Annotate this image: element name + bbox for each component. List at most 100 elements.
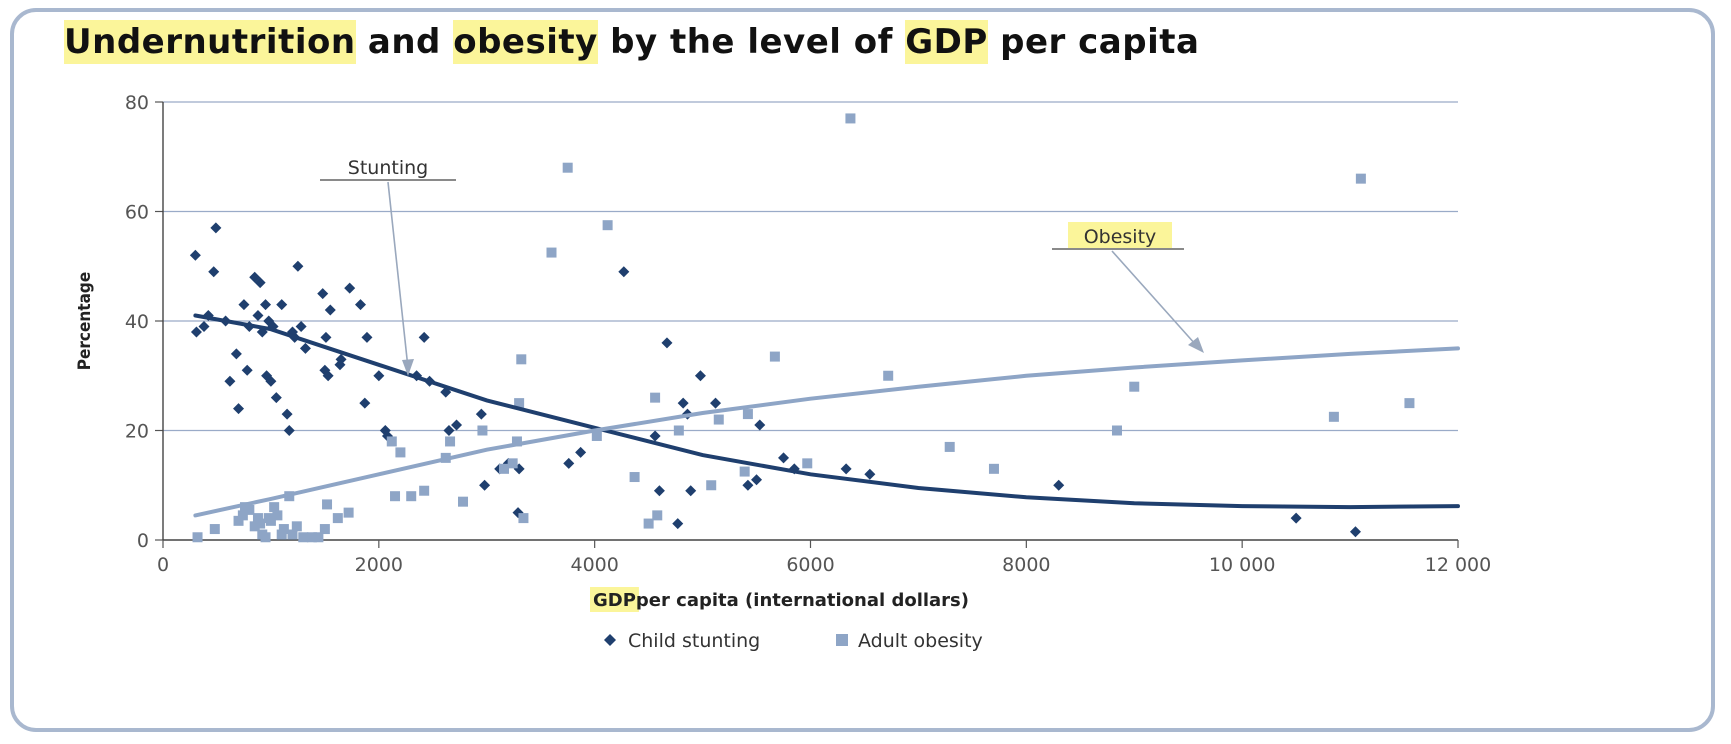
obesity-point bbox=[395, 447, 406, 458]
obesity-point bbox=[249, 521, 260, 532]
obesity-point bbox=[944, 441, 955, 452]
title-part: obesity bbox=[453, 20, 598, 64]
stunting-point bbox=[653, 485, 665, 497]
obesity-point bbox=[313, 532, 324, 543]
obesity-point bbox=[742, 409, 753, 420]
stunting-point bbox=[292, 260, 304, 272]
title-part: per capita bbox=[987, 22, 1200, 62]
annotation-layer: Stunting Obesity bbox=[320, 157, 1204, 376]
trend-layer bbox=[193, 313, 1460, 518]
stunting-point bbox=[443, 425, 455, 436]
stunting-point bbox=[1053, 479, 1065, 491]
obesity-point bbox=[673, 425, 684, 436]
stunting-point bbox=[210, 222, 222, 234]
legend-obesity-marker bbox=[836, 634, 848, 646]
obesity-point bbox=[272, 510, 283, 521]
x-tick-label: 4000 bbox=[570, 554, 618, 576]
x-tick-label: 6000 bbox=[786, 554, 834, 576]
obesity-point bbox=[298, 532, 309, 543]
legend-stunting-label: Child stunting bbox=[628, 630, 760, 652]
x-tick-label: 2000 bbox=[355, 554, 403, 576]
stunting-point bbox=[252, 310, 264, 322]
stunting-point bbox=[563, 457, 575, 469]
title-part: and bbox=[355, 22, 454, 62]
obesity-point bbox=[233, 515, 244, 526]
stunting-point bbox=[672, 518, 684, 530]
obesity-point bbox=[1404, 398, 1415, 409]
obesity-point bbox=[269, 502, 280, 513]
obesity-point bbox=[643, 518, 654, 529]
stunting-point bbox=[864, 468, 876, 480]
stunting-point bbox=[281, 408, 293, 420]
title-part: GDP bbox=[905, 20, 988, 64]
x-tick-label: 0 bbox=[157, 554, 169, 576]
y-tick-label: 60 bbox=[125, 202, 149, 224]
stunting-point bbox=[661, 337, 673, 349]
stunting-point bbox=[322, 370, 334, 382]
y-tick-label: 40 bbox=[125, 311, 149, 333]
obesity-point bbox=[518, 513, 529, 524]
obesity-point bbox=[562, 162, 573, 173]
obesity-point bbox=[343, 507, 354, 518]
obesity-point bbox=[458, 496, 469, 507]
stunting-point bbox=[260, 299, 272, 311]
obesity-point bbox=[265, 515, 276, 526]
x-axis-label-part: per capita (international dollars) bbox=[636, 590, 969, 611]
obesity-point bbox=[406, 491, 417, 502]
stunting-point bbox=[230, 348, 242, 360]
stunting-point bbox=[418, 331, 430, 343]
x-axis-label: GDP per capita (international dollars) bbox=[590, 587, 969, 612]
obesity-point bbox=[988, 463, 999, 474]
obesity-point bbox=[1129, 381, 1140, 392]
stunting-point bbox=[276, 299, 288, 311]
obesity-point bbox=[306, 532, 317, 543]
obesity-point bbox=[591, 430, 602, 441]
obesity-point bbox=[244, 504, 255, 515]
chart-frame bbox=[10, 8, 1715, 732]
obesity-point bbox=[1111, 425, 1122, 436]
stunting-point bbox=[685, 485, 697, 497]
stunting-point bbox=[233, 403, 245, 415]
obesity-point bbox=[883, 370, 894, 381]
obesity-point bbox=[511, 436, 522, 447]
stunting-arrowhead bbox=[402, 359, 414, 376]
obesity-point bbox=[209, 524, 220, 535]
stunting-point bbox=[265, 375, 277, 387]
obesity-point bbox=[332, 513, 343, 524]
stunting-point bbox=[320, 331, 332, 343]
obesity-annotation-highlight bbox=[1068, 222, 1172, 248]
obesity-arrowhead bbox=[1188, 337, 1204, 353]
stunting-point bbox=[361, 331, 373, 343]
stunting-point bbox=[295, 320, 307, 332]
obesity-point bbox=[1328, 411, 1339, 422]
stunting-annotation: Stunting bbox=[348, 157, 428, 179]
obesity-point bbox=[1355, 173, 1366, 184]
obesity-point bbox=[477, 425, 488, 436]
stunting-point bbox=[479, 479, 491, 491]
stunting-point bbox=[677, 397, 689, 409]
stunting-point bbox=[335, 353, 347, 365]
obesity-point bbox=[713, 414, 724, 425]
stunting-point bbox=[208, 266, 220, 278]
stunting-point bbox=[198, 320, 210, 332]
y-tick-label: 0 bbox=[137, 530, 149, 552]
obesity-point bbox=[260, 532, 271, 543]
obesity-point bbox=[507, 458, 518, 469]
obesity-point bbox=[386, 436, 397, 447]
obesity-point bbox=[629, 472, 640, 483]
x-tick-label: 12 000 bbox=[1425, 554, 1491, 576]
stunting-point bbox=[742, 479, 754, 491]
stunting-point bbox=[254, 277, 266, 289]
stunting-point bbox=[299, 342, 311, 354]
obesity-point bbox=[276, 529, 287, 540]
stunting-trend-line bbox=[193, 313, 1460, 510]
points-layer bbox=[189, 113, 1415, 543]
obesity-point bbox=[322, 499, 333, 510]
legend-layer: Child stunting Adult obesity bbox=[604, 630, 983, 652]
stunting-point bbox=[451, 419, 463, 431]
legend-obesity-label: Adult obesity bbox=[858, 630, 983, 652]
y-tick-label: 80 bbox=[125, 92, 149, 114]
obesity-point bbox=[252, 513, 263, 524]
stunting-point bbox=[694, 370, 706, 382]
